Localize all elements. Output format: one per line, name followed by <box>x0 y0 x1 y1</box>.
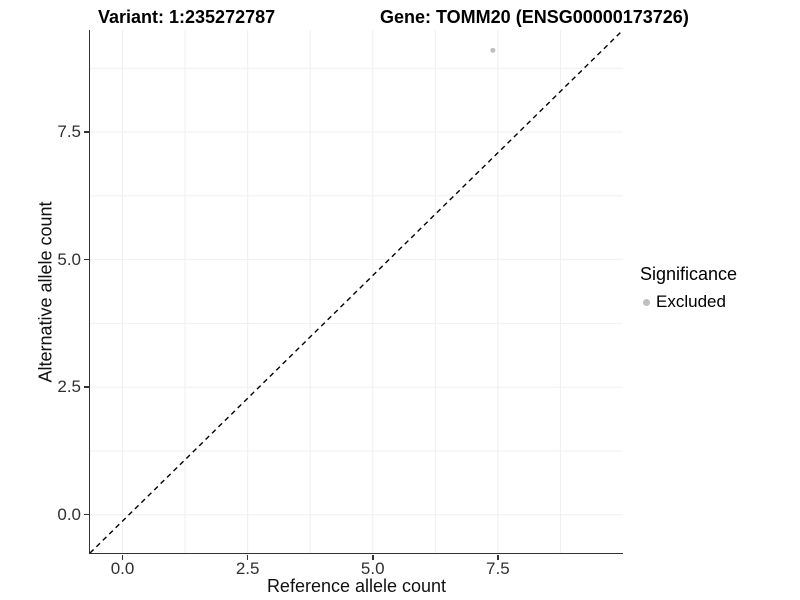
y-axis-tick <box>83 513 89 516</box>
identity-dashed-line <box>89 30 623 553</box>
data-point <box>489 47 495 53</box>
y-axis-tick-label: 5.0 <box>57 249 81 269</box>
x-axis-tick <box>372 554 374 560</box>
legend-title: Significance <box>640 264 738 284</box>
y-axis-tick <box>83 131 89 133</box>
x-axis-tick-label: 0.0 <box>110 559 135 578</box>
x-axis-tick-label: 5.0 <box>360 559 385 578</box>
x-axis-tick <box>121 554 124 560</box>
x-axis-title: Reference allele count <box>266 576 447 596</box>
y-axis-tick <box>83 258 89 261</box>
x-axis-tick-label: 2.5 <box>235 559 260 578</box>
plot-canvas <box>89 30 623 553</box>
legend: Significance Excluded <box>640 264 737 312</box>
y-axis-tick-label: 7.5 <box>57 122 81 142</box>
x-axis-tick <box>497 554 499 560</box>
y-axis-title: Alternative allele count <box>35 201 56 383</box>
y-axis-tick-label: 0.0 <box>57 504 81 524</box>
gene-title: Gene: TOMM20 (ENSG00000173726) <box>380 7 689 27</box>
legend-item-label: Excluded <box>656 292 726 311</box>
x-axis-tick <box>246 554 249 560</box>
legend-item-excluded: Excluded <box>640 292 737 312</box>
variant-title: Variant: 1:235272787 <box>98 7 276 27</box>
legend-point-icon <box>643 298 650 306</box>
plot-panel <box>88 30 623 554</box>
y-axis-tick <box>83 386 89 388</box>
y-axis-tick-label: 2.5 <box>57 377 81 397</box>
x-axis-tick-label: 7.5 <box>486 559 510 578</box>
